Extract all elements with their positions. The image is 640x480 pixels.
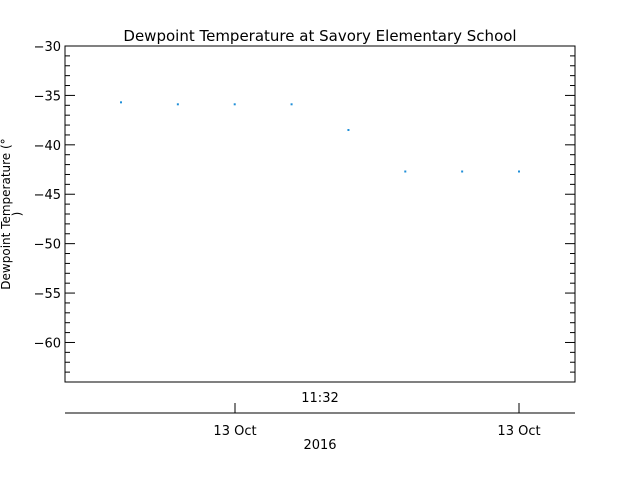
- plot-frame: [64, 45, 576, 383]
- y-tick-label: −60: [34, 336, 61, 351]
- x-year-label: 2016: [303, 438, 336, 453]
- x-date-label-2: 13 Oct: [497, 424, 540, 439]
- y-tick-label: −30: [34, 40, 61, 55]
- data-points: [120, 101, 520, 173]
- y-axis-label-line2: ): [10, 212, 24, 217]
- x-date-label-1: 13 Oct: [213, 424, 256, 439]
- y-axis-tick-labels: −30 −35 −40 −45 −50 −55 −60: [34, 40, 61, 351]
- y-tick-label: −55: [34, 287, 61, 302]
- x-center-time-label: 11:32: [301, 391, 338, 406]
- data-point: [290, 103, 293, 106]
- secondary-x-axis-ticks: [234, 403, 520, 413]
- data-point: [176, 103, 179, 106]
- y-tick-label: −45: [34, 188, 61, 203]
- data-point: [404, 170, 407, 173]
- y-tick-label: −50: [34, 238, 61, 253]
- data-point: [461, 170, 464, 173]
- data-point: [233, 103, 236, 106]
- data-point: [518, 170, 520, 173]
- y-axis-label-line1: Dewpoint Temperature (°: [0, 138, 13, 289]
- data-point: [347, 129, 350, 131]
- chart-title: Dewpoint Temperature at Savory Elementar…: [123, 27, 516, 45]
- y-tick-label: −40: [34, 139, 61, 154]
- y-axis-ticks: [65, 45, 575, 383]
- data-point: [120, 101, 122, 104]
- y-tick-label: −35: [34, 89, 61, 104]
